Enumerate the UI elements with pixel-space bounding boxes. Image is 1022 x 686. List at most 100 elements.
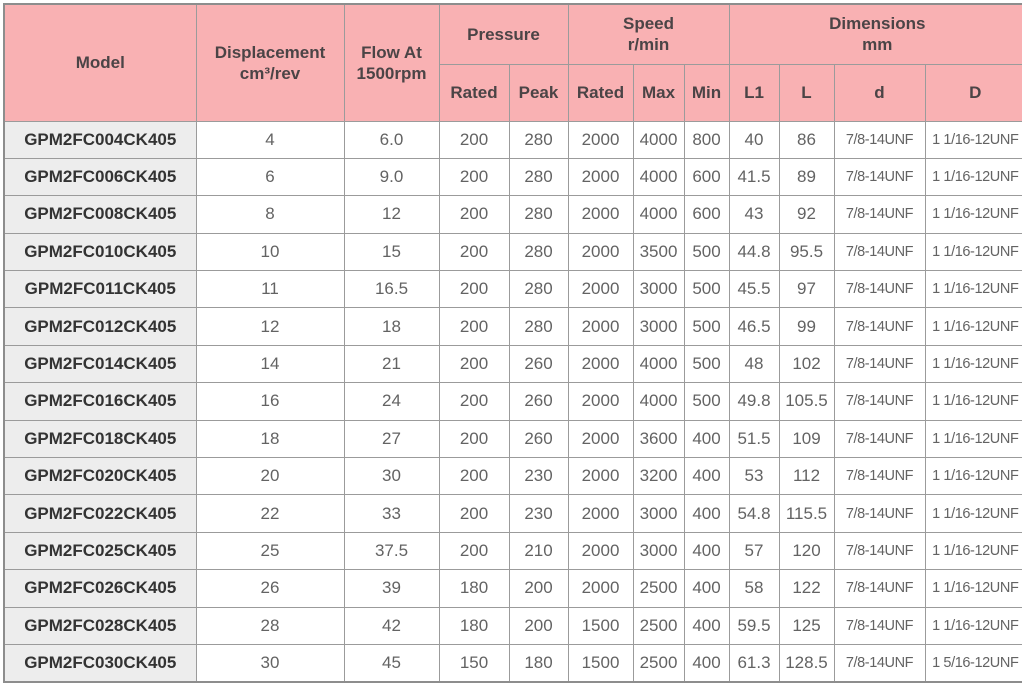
value-cell: 500 xyxy=(683,270,730,309)
value-cell: 200 xyxy=(438,232,510,272)
value-cell: 15 xyxy=(343,232,440,272)
value-cell: 26 xyxy=(195,569,345,608)
value-cell: 1 1/16-12UNF xyxy=(924,157,1022,197)
value-cell: 4000 xyxy=(632,195,685,234)
value-cell: 400 xyxy=(683,606,730,645)
value-cell: 3000 xyxy=(632,270,685,309)
col-header-pressure-rated: Rated xyxy=(438,63,510,122)
model-cell: GPM2FC026CK405 xyxy=(3,569,197,608)
model-cell: GPM2FC011CK405 xyxy=(3,270,197,309)
value-cell: 500 xyxy=(683,344,730,384)
model-cell: GPM2FC004CK405 xyxy=(3,120,197,159)
value-cell: 6 xyxy=(195,157,345,197)
value-cell: 280 xyxy=(508,270,569,309)
value-cell: 14 xyxy=(195,344,345,384)
col-header-speed-min: Min xyxy=(683,63,730,122)
value-cell: 1 1/16-12UNF xyxy=(924,569,1022,608)
value-cell: 400 xyxy=(683,569,730,608)
value-cell: 7/8-14UNF xyxy=(833,606,926,645)
value-cell: 2000 xyxy=(567,195,634,234)
value-cell: 7/8-14UNF xyxy=(833,270,926,309)
value-cell: 24 xyxy=(343,382,440,421)
value-cell: 400 xyxy=(683,494,730,533)
table-row: GPM2FC016CK405 16 24 200 260 2000 4000 500 49.8 1… xyxy=(3,382,1022,421)
value-cell: 92 xyxy=(778,195,835,234)
value-cell: 99 xyxy=(778,307,835,346)
group-header-speed-line1: Speed xyxy=(622,14,675,33)
value-cell: 120 xyxy=(778,531,835,571)
value-cell: 102 xyxy=(778,344,835,384)
value-cell: 37.5 xyxy=(343,531,440,571)
group-header-speed-line2: r/min xyxy=(627,35,670,55)
value-cell: 48 xyxy=(728,344,780,384)
value-cell: 200 xyxy=(438,419,510,459)
value-cell: 115.5 xyxy=(778,494,835,533)
value-cell: 59.5 xyxy=(728,606,780,645)
model-cell: GPM2FC012CK405 xyxy=(3,307,197,346)
value-cell: 53 xyxy=(728,457,780,496)
value-cell: 7/8-14UNF xyxy=(833,157,926,197)
group-header-dimensions: Dimensions mm xyxy=(728,3,1022,65)
model-cell: GPM2FC010CK405 xyxy=(3,232,197,272)
col-header-flow-line2: 1500rpm xyxy=(356,63,427,83)
value-cell: 1 1/16-12UNF xyxy=(924,120,1022,159)
value-cell: 2000 xyxy=(567,270,634,309)
value-cell: 260 xyxy=(508,419,569,459)
value-cell: 2000 xyxy=(567,457,634,496)
model-cell: GPM2FC028CK405 xyxy=(3,606,197,645)
value-cell: 500 xyxy=(683,232,730,272)
value-cell: 44.8 xyxy=(728,232,780,272)
table-row: GPM2FC014CK405 14 21 200 260 2000 4000 500 48 102… xyxy=(3,344,1022,384)
value-cell: 2500 xyxy=(632,569,685,608)
model-cell: GPM2FC025CK405 xyxy=(3,531,197,571)
value-cell: 260 xyxy=(508,382,569,421)
value-cell: 6.0 xyxy=(343,120,440,159)
table-row: GPM2FC004CK405 4 6.0 200 280 2000 4000 800 40 86 7… xyxy=(3,120,1022,159)
value-cell: 400 xyxy=(683,643,730,683)
value-cell: 21 xyxy=(343,344,440,384)
value-cell: 180 xyxy=(438,569,510,608)
value-cell: 49.8 xyxy=(728,382,780,421)
value-cell: 7/8-14UNF xyxy=(833,419,926,459)
value-cell: 200 xyxy=(438,120,510,159)
value-cell: 200 xyxy=(438,344,510,384)
value-cell: 210 xyxy=(508,531,569,571)
value-cell: 105.5 xyxy=(778,382,835,421)
value-cell: 22 xyxy=(195,494,345,533)
value-cell: 800 xyxy=(683,120,730,159)
value-cell: 45 xyxy=(343,643,440,683)
value-cell: 200 xyxy=(438,157,510,197)
value-cell: 230 xyxy=(508,494,569,533)
value-cell: 1 5/16-12UNF xyxy=(924,643,1022,683)
col-header-flow-line1: Flow At xyxy=(361,42,422,62)
model-cell: GPM2FC018CK405 xyxy=(3,419,197,459)
value-cell: 18 xyxy=(343,307,440,346)
value-cell: 400 xyxy=(683,531,730,571)
model-cell: GPM2FC022CK405 xyxy=(3,494,197,533)
col-header-pressure-peak: Peak xyxy=(508,63,569,122)
value-cell: 1 1/16-12UNF xyxy=(924,195,1022,234)
value-cell: 20 xyxy=(195,457,345,496)
group-header-pressure: Pressure xyxy=(438,3,569,65)
value-cell: 180 xyxy=(438,606,510,645)
value-cell: 7/8-14UNF xyxy=(833,120,926,159)
value-cell: 200 xyxy=(508,569,569,608)
header-sub-row: Rated Peak Rated Max Min L1 L d D xyxy=(4,63,1022,122)
col-header-flow: Flow At 1500rpm xyxy=(343,3,440,122)
group-header-dimensions-line2: mm xyxy=(862,35,893,55)
value-cell: 4000 xyxy=(632,344,685,384)
value-cell: 280 xyxy=(508,307,569,346)
value-cell: 54.8 xyxy=(728,494,780,533)
value-cell: 200 xyxy=(508,606,569,645)
value-cell: 9.0 xyxy=(343,157,440,197)
value-cell: 280 xyxy=(508,232,569,272)
table-row: GPM2FC018CK405 18 27 200 260 2000 3600 400 51.5 1… xyxy=(3,419,1022,459)
value-cell: 7/8-14UNF xyxy=(833,643,926,683)
value-cell: 1500 xyxy=(567,643,634,683)
value-cell: 39 xyxy=(343,569,440,608)
value-cell: 180 xyxy=(508,643,569,683)
spec-table: Model Displacement cm³/rev Flow At 1500r… xyxy=(3,3,1022,683)
value-cell: 51.5 xyxy=(728,419,780,459)
value-cell: 40 xyxy=(728,120,780,159)
value-cell: 1 1/16-12UNF xyxy=(924,232,1022,272)
